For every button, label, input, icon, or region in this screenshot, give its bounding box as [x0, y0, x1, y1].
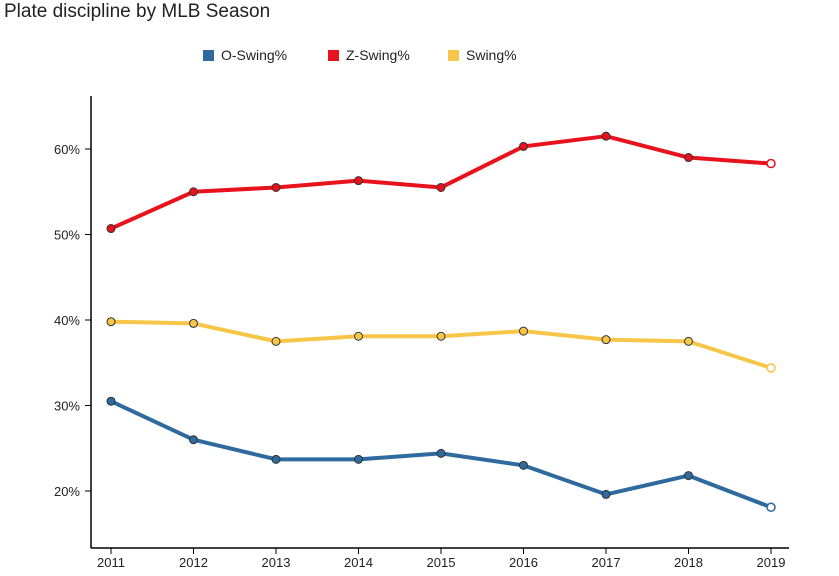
series-line-z-swing — [109, 134, 773, 231]
point-z-swing-2012 — [189, 187, 198, 197]
point-swing-2012 — [189, 318, 198, 328]
point-z-swing-2013 — [271, 182, 281, 192]
point-swing-2015 — [436, 331, 446, 341]
point-o-swing-2013 — [271, 454, 281, 464]
x-tick-label-2018: 2018 — [674, 555, 703, 570]
legend-label-z-swing: Z-Swing% — [346, 47, 410, 63]
y-tick-label-40: 40% — [54, 313, 80, 328]
point-o-swing-2019 — [766, 502, 776, 512]
point-o-swing-2014 — [354, 454, 363, 464]
point-o-swing-2012 — [189, 435, 198, 445]
point-z-swing-2014 — [354, 176, 363, 186]
point-o-swing-2018 — [684, 471, 693, 481]
legend-item-z-swing[interactable]: Z-Swing% — [328, 47, 410, 63]
point-z-swing-2018 — [684, 153, 693, 163]
point-swing-2011 — [106, 317, 116, 327]
point-swing-2013 — [271, 336, 281, 346]
legend-label-swing: Swing% — [466, 47, 517, 63]
point-z-swing-2019 — [766, 158, 776, 169]
x-tick-label-2012: 2012 — [179, 555, 208, 570]
legend-item-swing[interactable]: Swing% — [448, 47, 517, 63]
y-tick-label-20: 20% — [54, 484, 80, 499]
x-tick-label-2013: 2013 — [262, 555, 291, 570]
point-z-swing-2011 — [106, 224, 116, 234]
legend: O-Swing% Z-Swing% Swing% — [0, 47, 839, 65]
point-swing-2016 — [519, 326, 528, 336]
y-tick-label-30: 30% — [54, 399, 80, 414]
x-tick-label-2014: 2014 — [344, 555, 373, 570]
legend-item-o-swing[interactable]: O-Swing% — [203, 47, 287, 63]
point-swing-2019 — [766, 363, 776, 373]
legend-label-o-swing: O-Swing% — [221, 47, 288, 63]
point-z-swing-2016 — [519, 141, 528, 151]
legend-swatch-z-swing — [328, 49, 339, 61]
x-tick-label-2015: 2015 — [427, 555, 456, 570]
point-z-swing-2015 — [436, 182, 446, 192]
legend-swatch-o-swing — [203, 49, 214, 61]
point-swing-2017 — [601, 335, 611, 345]
point-swing-2014 — [354, 331, 363, 341]
point-z-swing-2017 — [601, 131, 611, 141]
chart-title: Plate discipline by MLB Season — [4, 1, 271, 22]
point-o-swing-2017 — [601, 489, 611, 499]
x-tick-label-2016: 2016 — [509, 555, 538, 570]
x-tick-label-2011: 2011 — [97, 555, 125, 570]
x-tick-label-2017: 2017 — [592, 555, 621, 570]
point-o-swing-2016 — [519, 460, 528, 470]
y-tick-label-50: 50% — [54, 228, 80, 243]
point-o-swing-2011 — [106, 396, 116, 406]
legend-swatch-swing — [448, 49, 459, 61]
point-swing-2018 — [684, 336, 693, 346]
point-o-swing-2015 — [436, 448, 446, 458]
y-tick-label-60: 60% — [54, 142, 80, 157]
x-tick-label-2019: 2019 — [757, 555, 786, 570]
series-line-swing — [109, 319, 773, 370]
